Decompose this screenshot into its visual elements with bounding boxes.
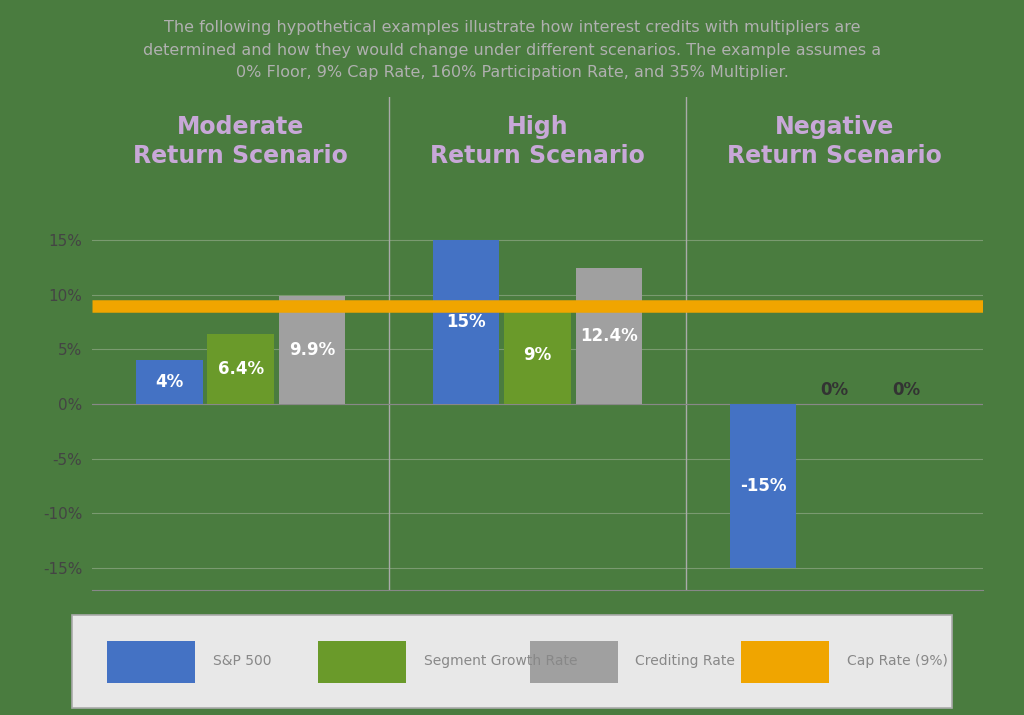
FancyBboxPatch shape bbox=[72, 615, 952, 708]
Text: 12.4%: 12.4% bbox=[580, 327, 638, 345]
Text: 9%: 9% bbox=[523, 346, 552, 364]
Bar bbox=[575, 268, 642, 404]
Text: Moderate
Return Scenario: Moderate Return Scenario bbox=[133, 114, 348, 169]
Text: High
Return Scenario: High Return Scenario bbox=[430, 114, 645, 169]
Bar bbox=[741, 641, 829, 683]
Bar bbox=[279, 296, 345, 404]
Bar bbox=[136, 360, 203, 404]
Text: Segment Growth Rate: Segment Growth Rate bbox=[424, 654, 578, 669]
Text: Cap Rate (9%): Cap Rate (9%) bbox=[847, 654, 947, 669]
Text: -15%: -15% bbox=[740, 477, 786, 495]
Bar bbox=[208, 334, 273, 404]
Text: The following hypothetical examples illustrate how interest credits with multipl: The following hypothetical examples illu… bbox=[143, 20, 881, 80]
Bar bbox=[433, 240, 500, 404]
Text: 6.4%: 6.4% bbox=[217, 360, 264, 378]
Text: S&P 500: S&P 500 bbox=[213, 654, 271, 669]
Text: Negative
Return Scenario: Negative Return Scenario bbox=[727, 114, 942, 169]
Bar bbox=[318, 641, 407, 683]
Text: 9.9%: 9.9% bbox=[289, 341, 335, 359]
Bar bbox=[730, 404, 797, 568]
Text: 15%: 15% bbox=[446, 313, 486, 331]
Bar bbox=[106, 641, 195, 683]
Text: Crediting Rate: Crediting Rate bbox=[635, 654, 735, 669]
Bar bbox=[505, 305, 570, 404]
Text: 0%: 0% bbox=[892, 380, 920, 398]
Bar bbox=[529, 641, 617, 683]
Text: 4%: 4% bbox=[156, 373, 183, 391]
Text: 0%: 0% bbox=[820, 380, 849, 398]
